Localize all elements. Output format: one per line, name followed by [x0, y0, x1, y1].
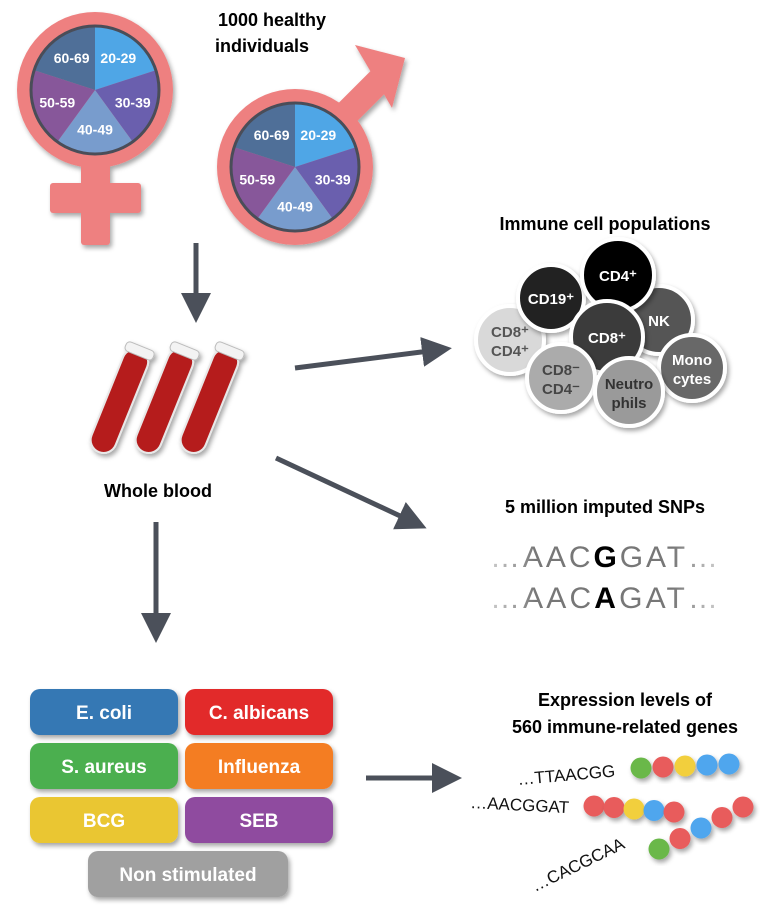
age-label: 30-39: [315, 171, 351, 187]
stimulus-label: SEB: [239, 811, 278, 832]
age-label: 50-59: [239, 171, 275, 187]
arrow-to-cells: [294, 337, 452, 371]
pie-slice-60-69: [234, 103, 295, 167]
cohort-title-line2: individuals: [215, 36, 309, 56]
pie-slice-60-69: [34, 26, 95, 90]
stimulus-ecoli: E. coli: [30, 689, 178, 735]
age-label: 50-59: [39, 94, 75, 110]
stimuli-buttons: E. coli C. albicans S. aureus Influenza BCG S…: [30, 689, 333, 897]
gene-sequence: …AACGGAT: [470, 793, 570, 817]
pie-slice-50-59: [231, 147, 295, 219]
stimulus-label: C. albicans: [209, 703, 309, 724]
blood-tubes-icon: [89, 341, 245, 454]
cell-label: CD8⁺: [491, 324, 529, 341]
cell-cd8cd4: CD8⁺ CD4⁺: [474, 304, 546, 376]
stimulus-nonstimulated: Non stimulated: [88, 851, 288, 897]
immune-title: Immune cell populations: [499, 214, 710, 234]
cell-label: CD4⁺: [599, 268, 637, 285]
pie-slice-30-39: [295, 147, 359, 219]
cell-monocytes: Mono cytes: [657, 333, 727, 403]
expression-bead: [669, 828, 691, 849]
expression-bead: [696, 754, 718, 776]
snp-sequence-2: …AAC A GAT…: [490, 582, 718, 615]
snps-title: 5 million imputed SNPs: [505, 497, 705, 517]
expression-bead: [648, 838, 670, 860]
arrows: [141, 243, 462, 793]
immune-cells: CD8⁺ CD4⁺ CD19⁺ NK CD4⁺ CD8⁺ Mono cytes CD8⁻ CD4⁻…: [474, 237, 727, 428]
stimulus-saureus: S. aureus: [30, 743, 178, 789]
pie-slice-40-49: [257, 167, 333, 232]
age-label: 40-49: [77, 122, 113, 138]
stimulus-label: S. aureus: [61, 757, 147, 778]
stimulus-label: BCG: [83, 811, 125, 832]
expression-bead: [643, 800, 665, 821]
age-label: 30-39: [115, 94, 151, 110]
pie-slice-20-29: [95, 26, 156, 90]
expression-title-line1: Expression levels of: [538, 690, 713, 710]
expression-bead: [690, 817, 712, 839]
gene-sequence: …TTAACGG: [517, 762, 616, 789]
whole-blood-label: Whole blood: [104, 481, 212, 501]
age-label: 60-69: [54, 50, 90, 66]
cell-label: NK: [648, 313, 670, 330]
expression-bead: [583, 795, 605, 817]
expression-bead: [630, 757, 652, 779]
snp-sequence-1: …AACGGAT…: [490, 541, 718, 574]
expression-bead: [652, 756, 674, 778]
cell-label: CD19⁺: [528, 291, 574, 308]
cell-label: Neutro: [605, 376, 653, 393]
cell-label: CD8⁺: [588, 330, 626, 347]
stimulus-calbicans: C. albicans: [185, 689, 333, 735]
age-label: 40-49: [277, 199, 313, 215]
stimulus-label: E. coli: [76, 703, 132, 724]
expression-bead: [718, 753, 740, 775]
cell-label: phils: [611, 395, 646, 412]
pie-slice-50-59: [30, 70, 95, 142]
arrow-to-snps: [274, 455, 427, 530]
stimulus-seb: SEB: [185, 797, 333, 843]
expression-bead: [674, 755, 696, 777]
cell-label: Mono: [672, 352, 712, 369]
expression-rows: …TTAACGG …AACGGAT …CACGCAA: [470, 753, 754, 896]
stimulus-label: Non stimulated: [119, 865, 256, 886]
cohort-title-line1: 1000 healthy: [218, 10, 326, 30]
age-label: 60-69: [254, 127, 290, 143]
pie-slice-20-29: [295, 103, 356, 167]
age-label: 20-29: [100, 50, 136, 66]
expression-bead: [623, 798, 645, 820]
cell-neutrophils: Neutro phils: [593, 356, 665, 428]
stimulus-label: Influenza: [218, 757, 301, 778]
expression-bead: [732, 796, 754, 818]
cell-cd4: CD4⁺: [580, 237, 656, 313]
expression-bead: [603, 797, 625, 818]
cell-label: CD4⁺: [491, 343, 529, 360]
age-label: 20-29: [300, 127, 336, 143]
cell-label: cytes: [673, 371, 711, 388]
expression-bead: [711, 807, 733, 828]
cell-cd8cd4: CD8⁻ CD4⁻: [525, 342, 597, 414]
cell-label: CD4⁻: [542, 381, 580, 398]
stimulus-influenza: Influenza: [185, 743, 333, 789]
expression-title-line2: 560 immune-related genes: [512, 717, 738, 737]
cell-label: CD8⁻: [542, 362, 580, 379]
expression-bead: [663, 801, 685, 823]
expression-row: …AACGGAT: [470, 793, 685, 823]
stimulus-bcg: BCG: [30, 797, 178, 843]
pie-slice-40-49: [57, 90, 133, 155]
gene-sequence: …CACGCAA: [528, 834, 628, 896]
expression-row: …TTAACGG: [517, 753, 740, 789]
pie-slice-30-39: [95, 70, 159, 142]
cell-cd19: CD19⁺: [516, 263, 586, 333]
